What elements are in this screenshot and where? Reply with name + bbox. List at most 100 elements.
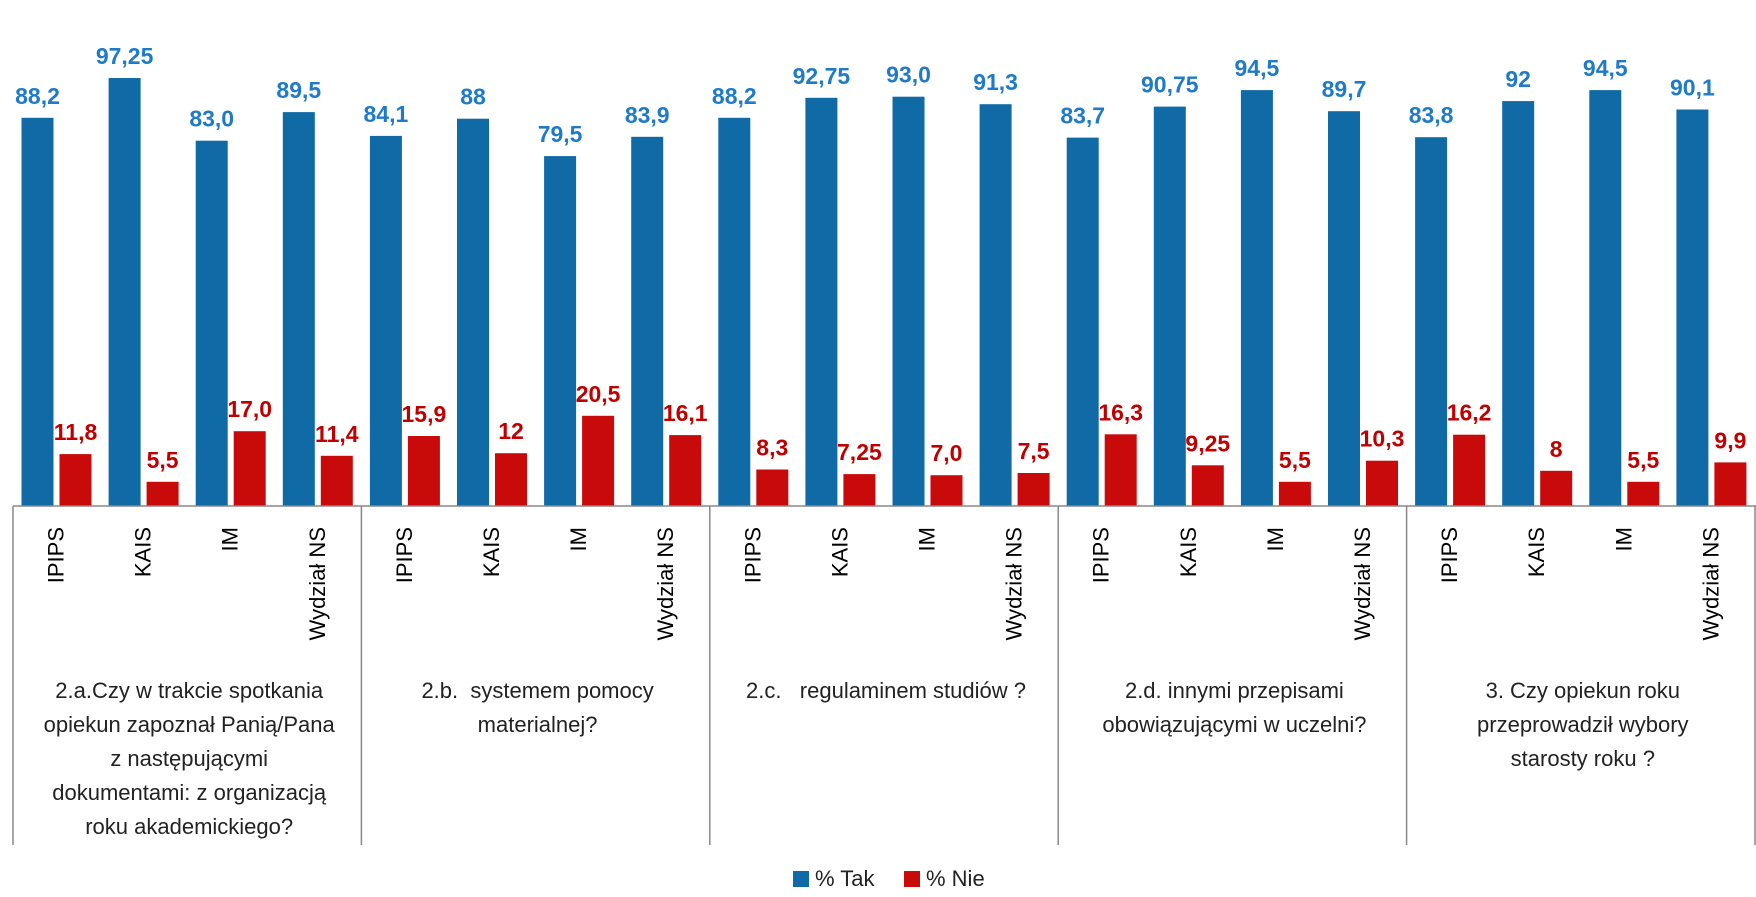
bar-nie-5 bbox=[495, 453, 527, 506]
bar-nie-11 bbox=[1017, 473, 1050, 506]
legend-swatch-0 bbox=[793, 871, 809, 887]
category-label-14: IM bbox=[1263, 527, 1288, 551]
group-label-0-line-0: 2.a.Czy w trakcie spotkania bbox=[55, 678, 324, 703]
bar-tak-17 bbox=[1502, 101, 1535, 506]
bar-nie-0 bbox=[59, 454, 92, 506]
category-label-1: KAIS bbox=[131, 527, 156, 577]
bar-tak-1 bbox=[108, 78, 141, 506]
bar-tak-12 bbox=[1066, 137, 1099, 506]
bar-nie-13 bbox=[1191, 465, 1224, 506]
category-label-15: Wydział NS bbox=[1350, 527, 1375, 641]
label-tak-9: 92,75 bbox=[793, 63, 851, 89]
label-tak-17: 92 bbox=[1505, 66, 1531, 92]
label-tak-5: 88 bbox=[460, 84, 486, 110]
bar-tak-15 bbox=[1328, 111, 1360, 506]
category-label-2: IM bbox=[218, 527, 243, 551]
bar-tak-4 bbox=[369, 135, 402, 506]
bar-tak-13 bbox=[1153, 106, 1186, 506]
legend: % Tak % Nie bbox=[793, 866, 985, 891]
label-nie-18: 5,5 bbox=[1627, 447, 1659, 473]
label-nie-3: 11,4 bbox=[315, 421, 359, 447]
category-label-3: Wydział NS bbox=[305, 527, 330, 641]
label-tak-4: 84,1 bbox=[364, 101, 409, 127]
category-label-18: IM bbox=[1611, 527, 1636, 551]
bar-nie-17 bbox=[1540, 470, 1573, 506]
label-tak-11: 91,3 bbox=[973, 69, 1018, 95]
bar-tak-7 bbox=[631, 136, 664, 507]
label-nie-0: 11,8 bbox=[54, 419, 98, 445]
category-label-10: IM bbox=[915, 527, 940, 551]
label-tak-3: 89,5 bbox=[276, 77, 321, 103]
legend-swatch-1 bbox=[904, 871, 920, 887]
label-nie-16: 16,2 bbox=[1447, 400, 1492, 426]
bar-nie-16 bbox=[1453, 434, 1486, 506]
label-tak-2: 83,0 bbox=[189, 106, 234, 132]
category-label-0: IPIPS bbox=[44, 527, 69, 583]
bar-nie-19 bbox=[1714, 462, 1747, 506]
label-tak-6: 79,5 bbox=[538, 121, 583, 147]
label-nie-2: 17,0 bbox=[227, 396, 272, 422]
bar-tak-6 bbox=[544, 156, 577, 506]
label-tak-8: 88,2 bbox=[712, 83, 757, 109]
label-nie-14: 5,5 bbox=[1279, 447, 1311, 473]
label-nie-17: 8 bbox=[1550, 436, 1563, 462]
group-label-3-line-1: obowiązującymi w uczelni? bbox=[1102, 712, 1366, 737]
bar-tak-2 bbox=[195, 140, 228, 506]
bar-nie-1 bbox=[146, 481, 179, 506]
bar-tak-19 bbox=[1676, 109, 1709, 506]
bar-tak-9 bbox=[805, 97, 838, 507]
category-label-7: Wydział NS bbox=[653, 527, 678, 641]
category-label-19: Wydział NS bbox=[1698, 527, 1723, 641]
category-label-5: KAIS bbox=[479, 527, 504, 577]
label-tak-15: 89,7 bbox=[1322, 76, 1367, 102]
bar-nie-12 bbox=[1104, 434, 1137, 506]
label-nie-12: 16,3 bbox=[1098, 399, 1143, 425]
bar-tak-11 bbox=[979, 104, 1012, 506]
label-tak-13: 90,75 bbox=[1141, 72, 1199, 98]
label-nie-19: 9,9 bbox=[1714, 427, 1746, 453]
group-label-0-line-3: dokumentami: z organizacją bbox=[52, 780, 327, 805]
label-nie-15: 10,3 bbox=[1360, 426, 1405, 452]
label-tak-12: 83,7 bbox=[1060, 103, 1105, 129]
label-tak-16: 83,8 bbox=[1409, 102, 1454, 128]
bar-nie-18 bbox=[1627, 481, 1660, 506]
category-label-16: IPIPS bbox=[1437, 527, 1462, 583]
legend-label-1: % Nie bbox=[926, 866, 985, 891]
category-label-9: KAIS bbox=[827, 527, 852, 577]
group-label-4-line-2: starosty roku ? bbox=[1511, 746, 1655, 771]
bar-tak-3 bbox=[282, 112, 315, 506]
bar-nie-10 bbox=[930, 475, 963, 506]
bar-tak-18 bbox=[1589, 90, 1622, 506]
group-label-1-line-1: materialnej? bbox=[478, 712, 598, 737]
category-label-11: Wydział NS bbox=[1002, 527, 1027, 641]
bar-tak-16 bbox=[1415, 137, 1448, 506]
category-label-12: IPIPS bbox=[1089, 527, 1114, 583]
bar-nie-4 bbox=[407, 436, 440, 506]
label-tak-18: 94,5 bbox=[1583, 55, 1628, 81]
label-nie-1: 5,5 bbox=[147, 447, 179, 473]
bar-tak-10 bbox=[892, 96, 925, 506]
group-label-0-line-2: z następującymi bbox=[110, 746, 268, 771]
category-label-8: IPIPS bbox=[740, 527, 765, 583]
group-label-0-line-4: roku akademickiego? bbox=[85, 814, 293, 839]
label-tak-19: 90,1 bbox=[1670, 75, 1715, 101]
bar-nie-2 bbox=[233, 431, 266, 506]
bar-nie-7 bbox=[669, 435, 702, 506]
bars-layer bbox=[21, 78, 1747, 507]
bar-tak-8 bbox=[718, 117, 751, 507]
data-labels-layer: 88,2 97,25 83,0 89,5 84,1 88 79,5 83,9 88,2 92,75… bbox=[15, 43, 1746, 473]
bar-nie-8 bbox=[756, 469, 789, 506]
group-label-2-line-0: 2.c. regulaminem studiów ? bbox=[746, 678, 1026, 703]
category-axis: IPIPS KAIS IM Wydział NS 2.a.Czy w trakcie s… bbox=[12, 505, 1756, 845]
group-label-4-line-1: przeprowadził wybory bbox=[1477, 712, 1689, 737]
label-nie-6: 20,5 bbox=[576, 381, 621, 407]
group-label-3-line-0: 2.d. innymi przepisami bbox=[1125, 678, 1344, 703]
bar-nie-15 bbox=[1366, 460, 1398, 506]
category-label-4: IPIPS bbox=[392, 527, 417, 583]
label-nie-9: 7,25 bbox=[837, 439, 882, 465]
label-nie-8: 8,3 bbox=[756, 435, 788, 461]
label-nie-5: 12 bbox=[498, 418, 524, 444]
label-nie-7: 16,1 bbox=[663, 400, 708, 426]
bar-nie-3 bbox=[320, 455, 353, 506]
